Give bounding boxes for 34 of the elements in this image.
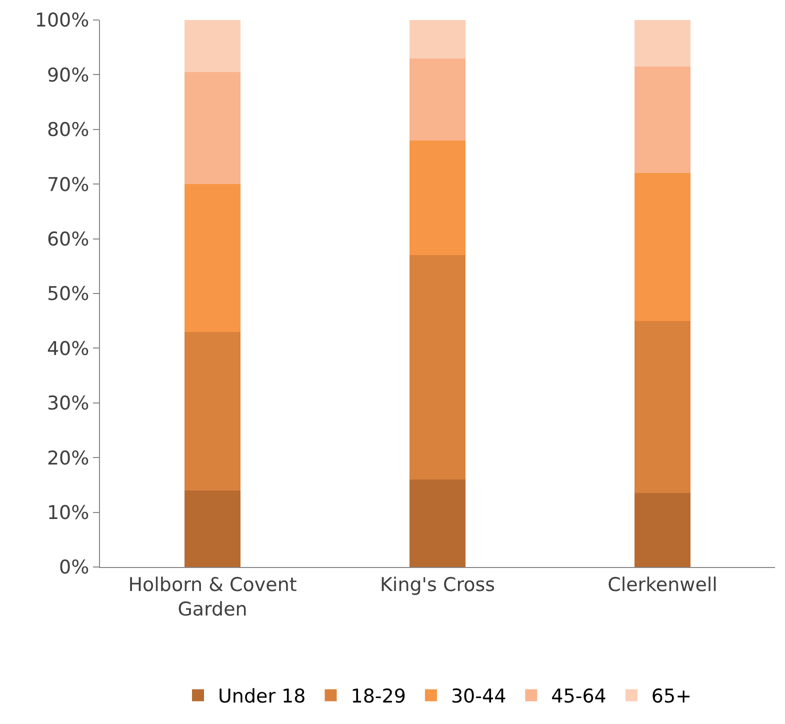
y-tick-label: 10%: [46, 502, 90, 524]
y-tick-label: 80%: [46, 119, 90, 142]
legend-label: Under 18: [218, 686, 306, 708]
bar: [409, 479, 466, 567]
bar: [184, 332, 241, 490]
legend-label: 45-64: [551, 686, 606, 708]
bar: [409, 58, 466, 140]
x-tick-label: King's Cross: [380, 574, 496, 596]
bar: [409, 20, 466, 58]
bar: [634, 66, 691, 174]
y-tick-label: 0%: [59, 556, 90, 579]
y-tick-label: 50%: [46, 283, 90, 306]
bar: [184, 20, 241, 72]
bar: [184, 72, 241, 184]
y-tick-label: 60%: [46, 228, 90, 250]
bar: [634, 320, 691, 494]
bar: [634, 20, 691, 66]
bar: [634, 493, 691, 567]
bar: [409, 140, 466, 256]
y-tick-label: 30%: [46, 392, 90, 415]
legend-label: 30-44: [450, 686, 506, 708]
x-tick-label: Clerkenwell: [608, 574, 718, 596]
x-tick-label: Holborn & Covent Garden: [128, 574, 297, 620]
bar: [634, 173, 691, 321]
y-tick-label: 20%: [46, 447, 90, 470]
bar: [184, 184, 241, 332]
legend-label: 65+: [651, 686, 692, 708]
bar: [409, 255, 466, 480]
y-tick-label: 90%: [46, 64, 90, 86]
y-tick-label: 100%: [34, 10, 90, 32]
legend-label: 18-29: [350, 686, 406, 708]
y-tick-label: 40%: [46, 338, 90, 360]
y-tick-label: 70%: [46, 174, 90, 196]
bar: [184, 490, 241, 567]
